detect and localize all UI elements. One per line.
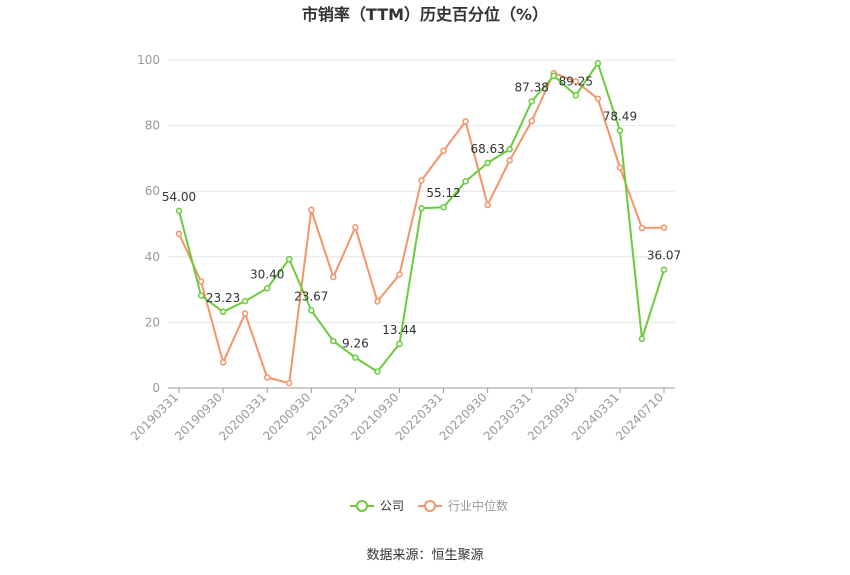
data-point [175, 207, 183, 215]
data-point [660, 224, 668, 231]
legend-swatch-marker [356, 500, 368, 512]
data-label: 89.25 [559, 74, 593, 88]
data-label: 13.44 [382, 323, 416, 337]
data-label: 30.40 [250, 267, 284, 281]
data-point [440, 203, 447, 211]
legend[interactable]: 公司 行业中位数 [350, 498, 508, 513]
data-point [263, 285, 271, 292]
data-label: 36.07 [647, 249, 681, 263]
data-label: 87.38 [515, 80, 549, 94]
data-point [197, 278, 205, 285]
series-layer [175, 60, 668, 387]
data-label: 78.49 [603, 110, 637, 124]
data-point [528, 98, 535, 105]
data-point [418, 177, 425, 184]
data-point [197, 292, 205, 299]
data-label: 23.67 [294, 289, 328, 303]
data-point [352, 224, 359, 231]
data-label: 9.26 [342, 337, 369, 351]
data-point [506, 145, 513, 153]
data-point [638, 335, 646, 343]
axes: 0204060801002019033120190930202003312020… [128, 53, 675, 443]
grid [168, 59, 675, 323]
data-point [594, 95, 602, 102]
data-point [594, 60, 602, 67]
y-tick-label: 40 [145, 250, 160, 264]
data-point [219, 359, 227, 366]
data-point [374, 298, 381, 305]
y-tick-label: 20 [145, 315, 160, 329]
data-point [330, 273, 337, 281]
legend-label: 公司 [380, 499, 404, 513]
data-point [550, 72, 558, 79]
source-note: 数据来源：恒生聚源 [366, 548, 483, 563]
data-point [462, 178, 469, 185]
series-line-industry-median [178, 72, 665, 385]
data-point [418, 205, 425, 212]
y-tick-label: 0 [152, 381, 160, 395]
data-point [616, 127, 624, 134]
data-point [396, 271, 403, 278]
data-point [241, 297, 249, 305]
data-point [528, 117, 535, 125]
data-point [506, 157, 513, 164]
data-point [330, 337, 337, 345]
data-point [462, 118, 469, 125]
legend-swatch-marker [424, 500, 436, 512]
data-label: 68.63 [470, 142, 504, 156]
data-point [484, 159, 491, 167]
data-point [660, 266, 668, 273]
data-point [308, 307, 315, 314]
data-point [572, 92, 580, 99]
x-tick-label: 20240710 [613, 390, 666, 443]
data-point [616, 164, 624, 171]
data-point [263, 374, 271, 381]
y-tick-label: 100 [137, 53, 160, 67]
legend-item-industry-median[interactable]: 行业中位数 [418, 498, 508, 513]
series-line-company [178, 62, 665, 373]
data-point [484, 201, 491, 209]
data-label: 55.12 [426, 186, 460, 200]
data-point [175, 230, 183, 238]
data-point [396, 340, 403, 348]
data-point [308, 206, 315, 214]
data-point [374, 368, 381, 375]
data-point [440, 147, 447, 155]
data-labels: 54.00 23.23 30.40 23.67 9.26 13.44 55.12 68.63 8… [162, 74, 681, 350]
data-label: 23.23 [206, 291, 240, 305]
data-point [352, 354, 359, 361]
data-label: 54.00 [162, 190, 196, 204]
data-point [241, 310, 249, 317]
y-tick-label: 60 [145, 184, 160, 198]
data-point [285, 255, 293, 263]
legend-label: 行业中位数 [448, 498, 508, 513]
data-point [219, 308, 227, 316]
legend-item-company[interactable]: 公司 [350, 499, 404, 513]
data-point [572, 78, 580, 85]
y-tick-label: 80 [145, 119, 160, 133]
data-point [638, 224, 646, 232]
chart-title: 市销率（TTM）历史百分位（%） [302, 5, 548, 24]
data-point [285, 379, 293, 387]
